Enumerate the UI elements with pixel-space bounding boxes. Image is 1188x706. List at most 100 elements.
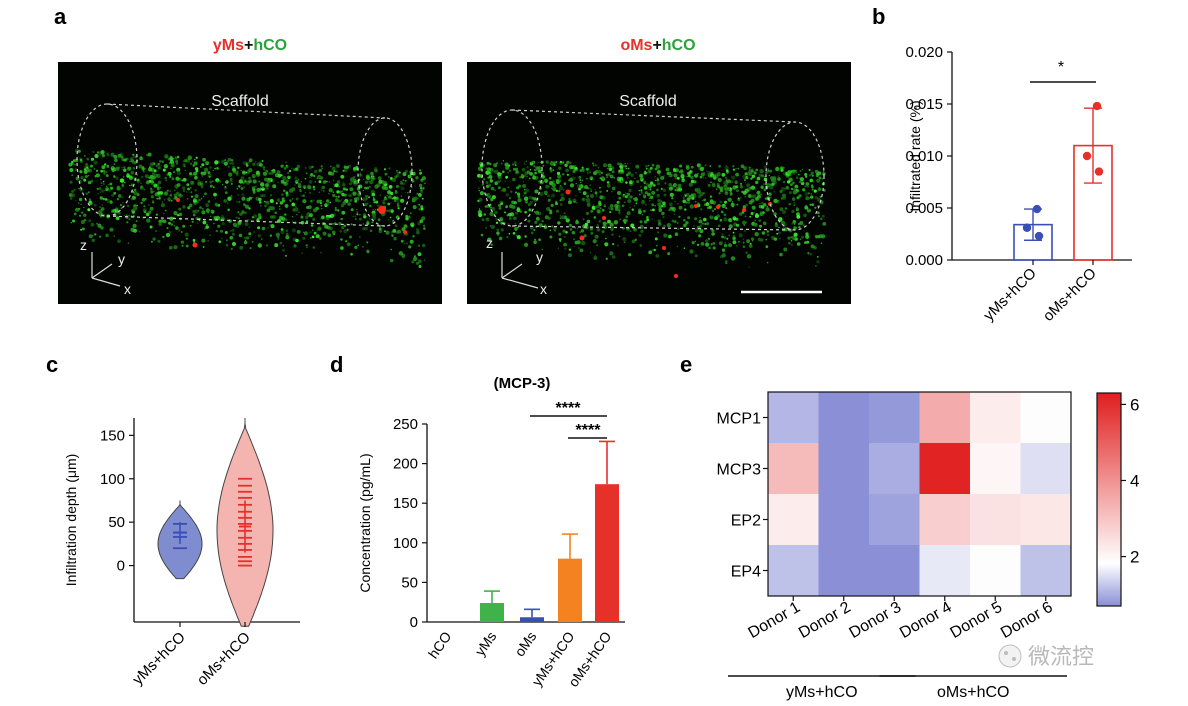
cell-dot: [396, 185, 399, 188]
cell-dot: [736, 203, 739, 206]
cell-dot: [384, 196, 387, 199]
cell-dot: [593, 256, 598, 260]
cell-dot: [150, 178, 154, 182]
cell-dot: [504, 162, 509, 167]
cell-dot: [537, 161, 539, 163]
cell-dot: [362, 190, 364, 192]
cell-dot: [376, 200, 378, 202]
cell-dot: [569, 183, 575, 188]
cell-dot: [523, 191, 527, 195]
cell-dot: [631, 208, 634, 211]
cell-dot: [753, 222, 758, 227]
cell-dot: [230, 159, 234, 162]
cell-dot: [567, 253, 573, 258]
cell-dot: [142, 170, 145, 173]
cell-dot: [609, 204, 614, 208]
cell-dot: [779, 238, 781, 240]
cell-dot: [773, 189, 775, 191]
cell-dot: [132, 153, 135, 157]
data-point: [1034, 231, 1044, 241]
cell-dot: [240, 176, 245, 181]
cell-dot: [515, 170, 519, 173]
cell-dot: [214, 202, 219, 207]
cell-dot: [779, 207, 784, 212]
cell-dot: [816, 197, 821, 202]
cell-dot: [759, 238, 764, 242]
cell-dot: [711, 209, 715, 213]
cell-dot: [337, 199, 341, 203]
cell-dot: [718, 192, 721, 195]
cell-dot: [133, 206, 138, 211]
cell-dot: [301, 252, 304, 255]
cell-dot: [609, 211, 612, 214]
cell-dot: [334, 183, 339, 188]
cell-dot: [117, 194, 122, 198]
cell-dot: [699, 175, 703, 179]
cell-dot: [228, 219, 232, 223]
cell-dot: [718, 164, 721, 168]
cell-dot: [232, 222, 238, 227]
cell-dot: [77, 149, 81, 153]
cell-dot: [617, 208, 621, 212]
cell-dot: [300, 214, 303, 217]
cell-dot: [144, 167, 147, 170]
cell-dot: [283, 181, 288, 186]
heatmap-cell: [818, 545, 870, 597]
cell-dot: [666, 171, 670, 176]
cell-dot: [407, 174, 412, 179]
cell-dot: [777, 175, 780, 178]
cell-dot: [200, 166, 202, 168]
cell-dot: [547, 194, 550, 198]
cell-dot: [707, 183, 711, 187]
cell-dot: [662, 201, 666, 206]
cell-dot: [348, 193, 352, 198]
cell-dot: [478, 212, 483, 218]
cell-dot: [754, 188, 757, 191]
cell-dot: [624, 162, 626, 165]
cell-dot: [807, 192, 810, 195]
cell-dot: [622, 218, 628, 223]
cell-dot: [655, 244, 658, 247]
cell-dot: [387, 219, 390, 221]
cell-dot: [610, 207, 614, 211]
cell-dot: [721, 203, 726, 209]
cell-dot: [363, 178, 365, 180]
cell-dot: [726, 179, 728, 182]
cell-dot: [480, 233, 484, 237]
cell-dot: [822, 170, 825, 173]
cell-dot: [625, 215, 628, 218]
cell-dot: [657, 231, 660, 234]
cell-dot: [592, 164, 595, 167]
cell-dot: [299, 189, 302, 193]
title-part: hCO: [253, 37, 287, 54]
cell-dot: [602, 221, 607, 226]
cell-dot: [68, 162, 73, 167]
cell-dot: [149, 206, 154, 211]
cell-dot: [534, 238, 536, 241]
title-part: +: [652, 37, 661, 54]
cell-dot: [321, 215, 325, 220]
cell-dot: [291, 187, 296, 192]
cell-dot: [778, 226, 780, 229]
cell-dot: [163, 164, 169, 169]
cell-dot: [806, 208, 811, 213]
cell-dot: [647, 164, 650, 167]
cell-dot: [173, 245, 178, 250]
cell-dot: [717, 177, 722, 183]
cell-dot: [139, 186, 144, 190]
cell-dot: [111, 168, 115, 173]
cell-dot: [519, 176, 522, 179]
cell-dot: [572, 169, 576, 173]
cell-dot: [532, 174, 535, 177]
cell-dot: [231, 241, 237, 247]
cell-dot: [269, 177, 272, 181]
cell-dot: [685, 192, 690, 197]
cell-dot: [123, 166, 126, 169]
cell-dot: [227, 165, 230, 168]
cell-dot: [71, 190, 74, 193]
cell-dot: [202, 157, 206, 162]
cell-dot: [113, 235, 115, 237]
cell-dot: [517, 226, 519, 229]
cell-dot: [248, 232, 252, 236]
cell-dot: [574, 165, 576, 167]
